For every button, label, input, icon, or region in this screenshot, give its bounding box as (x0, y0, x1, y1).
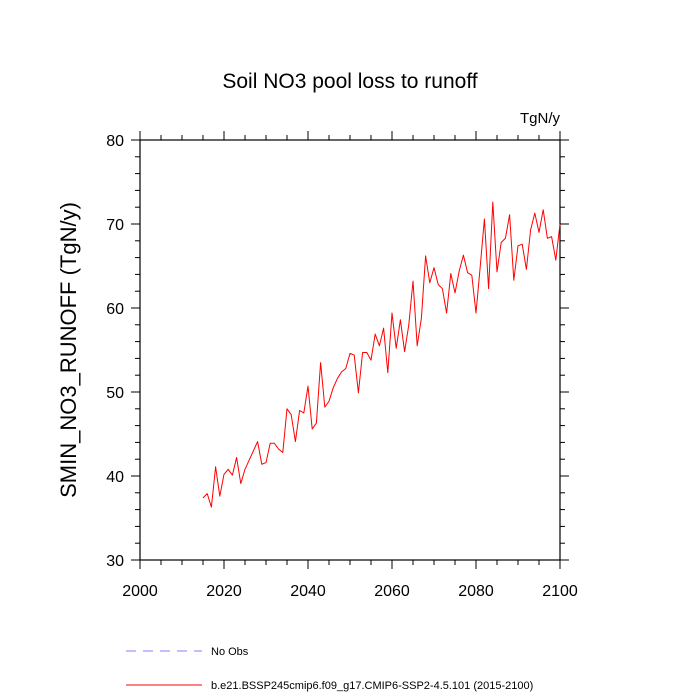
x-tick-label: 2000 (122, 583, 158, 600)
y-tick-label: 70 (106, 217, 124, 234)
y-tick-labels: 30 40 50 60 70 80 (106, 133, 124, 570)
legend: No Obs b.e21.BSSP245cmip6.f09_g17.CMIP6-… (126, 646, 533, 692)
x-tick-label: 2060 (374, 583, 410, 600)
x-tick-label: 2100 (542, 583, 578, 600)
chart-title: Soil NO3 pool loss to runoff (222, 70, 477, 93)
y-axis-label: SMIN_NO3_RUNOFF (TgN/y) (56, 202, 81, 498)
series-line (202, 201, 561, 508)
legend-label-no-obs: No Obs (211, 646, 249, 658)
x-tick-label: 2040 (290, 583, 326, 600)
x-tick-label: 2020 (206, 583, 242, 600)
y-tick-label: 80 (106, 133, 124, 150)
legend-label-ssp245: b.e21.BSSP245cmip6.f09_g17.CMIP6-SSP2-4.… (211, 680, 533, 692)
y-tick-label: 40 (106, 469, 124, 486)
plot-frame (139, 139, 561, 561)
y-tick-label: 50 (106, 385, 124, 402)
y-tick-label: 30 (106, 553, 124, 570)
y-tick-label: 60 (106, 301, 124, 318)
series-lines (202, 201, 561, 508)
plot-area: 2000 2020 2040 2060 2080 2100 30 40 50 60 70 80 (106, 131, 578, 600)
units-label: TgN/y (520, 110, 561, 127)
x-tick-labels: 2000 2020 2040 2060 2080 2100 (122, 583, 578, 600)
major-ticks (131, 131, 569, 569)
x-tick-label: 2080 (458, 583, 494, 600)
minor-ticks (135, 135, 565, 565)
